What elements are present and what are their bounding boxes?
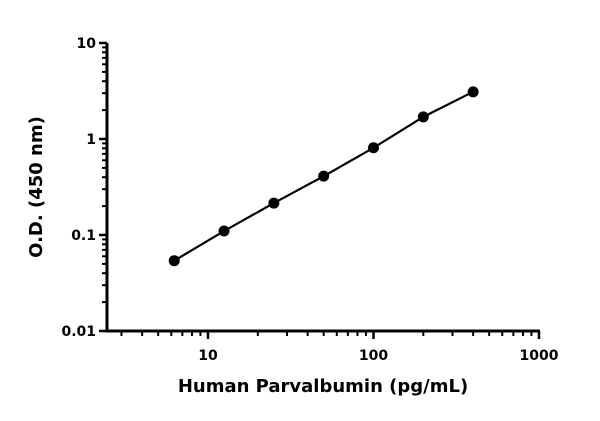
data-point	[318, 170, 330, 182]
x-tick-label: 1000	[520, 348, 559, 364]
y-tick-label: 0.01	[61, 324, 96, 340]
y-tick-label: 1	[86, 132, 96, 148]
x-axis-label: Human Parvalbumin (pg/mL)	[178, 376, 468, 397]
x-tick-label: 100	[359, 348, 388, 364]
data-point	[417, 111, 429, 123]
y-tick-label: 0.1	[71, 228, 96, 244]
data-point	[218, 225, 230, 237]
data-point	[467, 86, 479, 98]
data-point	[368, 142, 379, 154]
y-tick-label: 10	[77, 36, 97, 52]
data-point	[168, 255, 180, 267]
x-tick-label: 10	[198, 348, 218, 364]
y-axis-label: O.D. (450 nm)	[26, 116, 47, 258]
data-point	[268, 197, 280, 209]
